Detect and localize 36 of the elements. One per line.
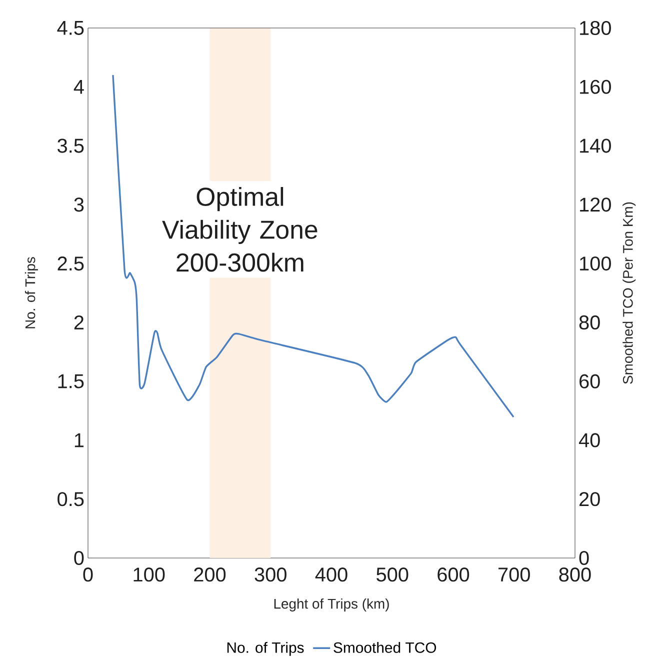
x-tick-label: 400 xyxy=(315,568,348,582)
y2-tick-label: 60 xyxy=(580,374,600,388)
y-tick-label: 4 xyxy=(74,80,84,94)
y-tick-label: 0 xyxy=(74,550,84,566)
y2-tick-label: 40 xyxy=(578,433,600,448)
y2-tick-label: 120 xyxy=(580,198,611,212)
y2-axis-title: Smoothed TCO (Per Ton Km) xyxy=(622,202,636,384)
y-axis-title: No. of Trips xyxy=(24,257,38,328)
x-tick-label: 100 xyxy=(134,568,165,582)
x-tick-label: 600 xyxy=(438,568,470,582)
y2-tick-label: 0 xyxy=(579,550,589,566)
y-tick-label: 0.5 xyxy=(58,492,84,506)
y-tick-label: 1 xyxy=(74,433,84,448)
y2-tick-label: 80 xyxy=(579,315,600,330)
y-tick-label: 3 xyxy=(74,198,84,212)
y-tick-label: 3.5 xyxy=(58,138,84,153)
line-series xyxy=(112,74,514,418)
x-tick-label: 300 xyxy=(254,568,286,582)
x-tick-label: 700 xyxy=(498,568,530,582)
y2-tick-label: 140 xyxy=(580,138,611,153)
y2-tick-label: 100 xyxy=(580,256,611,271)
x-tick-label: 800 xyxy=(559,568,591,582)
x-tick-label: 0 xyxy=(83,568,93,582)
y-tick-label: 2 xyxy=(74,315,84,330)
y2-tick-label: 160 xyxy=(580,80,611,94)
y2-tick-label: 20 xyxy=(580,492,600,506)
x-tick-label: 500 xyxy=(376,568,408,582)
y-tick-label: 1.5 xyxy=(58,374,84,388)
y-tick-label: 2.5 xyxy=(58,256,84,271)
x-axis-title: Leght of Trips (km) xyxy=(274,598,389,612)
annotation: Optimal Viability Zone 200-300km xyxy=(162,187,318,272)
text: No. of Trips xyxy=(227,642,304,656)
x-tick-label: 200 xyxy=(194,568,226,582)
y2-tick-label: 180 xyxy=(580,20,611,36)
y-tick-label: 4.5 xyxy=(57,21,84,35)
legend-label: Smoothed TCO xyxy=(334,642,436,653)
